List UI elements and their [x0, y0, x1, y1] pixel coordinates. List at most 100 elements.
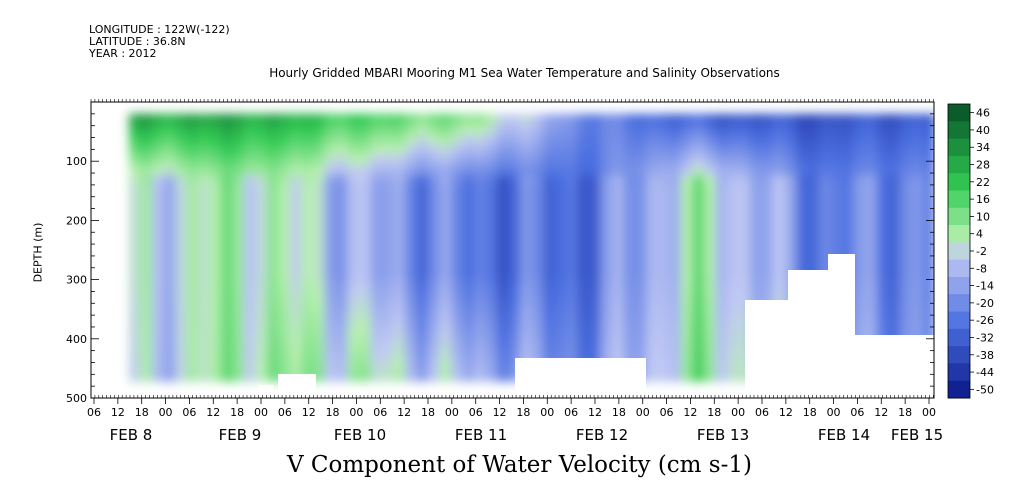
heatmap-cell [635, 113, 648, 126]
heatmap-cell [382, 144, 395, 157]
heatmap-cell [140, 216, 154, 228]
missing-data-region [278, 374, 316, 398]
heatmap-cell [290, 236, 303, 249]
heatmap-cell [462, 165, 476, 177]
heatmap-cell [589, 257, 602, 269]
heatmap-cell [393, 257, 407, 269]
heatmap-cell [347, 277, 361, 290]
heatmap-cell [451, 113, 464, 126]
y-tick-label: 400 [66, 333, 87, 346]
heatmap-cell [140, 206, 154, 218]
heatmap-cell [497, 185, 510, 198]
heatmap-cell [566, 329, 579, 341]
heatmap-cell [658, 165, 671, 177]
heatmap-cell [485, 308, 499, 321]
heatmap-cell [531, 124, 545, 136]
heatmap-cell [784, 206, 798, 218]
y-tick-label: 100 [66, 155, 87, 168]
heatmap-cell [543, 247, 556, 259]
heatmap-cell [543, 277, 556, 290]
heatmap-cell [600, 318, 614, 331]
heatmap-cell [531, 288, 545, 300]
heatmap-cell [152, 349, 165, 362]
heatmap-cell [554, 216, 568, 228]
heatmap-cell [727, 277, 740, 290]
heatmap-cell [508, 144, 522, 157]
heatmap-cell [232, 236, 246, 249]
heatmap-cell [175, 329, 188, 341]
heatmap-cell [635, 308, 648, 321]
heatmap-cell [853, 124, 867, 136]
heatmap-cell [727, 257, 740, 269]
heatmap-cell [370, 277, 384, 290]
heatmap-cell [359, 124, 372, 136]
heatmap-cell [543, 308, 556, 321]
heatmap-cell [715, 144, 729, 157]
heatmap-cell [451, 206, 464, 218]
heatmap-cell [520, 185, 533, 198]
heatmap-cell [255, 154, 269, 167]
heatmap-cell [807, 113, 821, 126]
heatmap-cell [784, 216, 798, 228]
heatmap-cell [497, 349, 510, 362]
heatmap-cell [566, 257, 579, 269]
heatmap-cell [911, 134, 924, 146]
heatmap-cell [278, 226, 292, 239]
heatmap-cell [819, 257, 832, 269]
heatmap-cell [589, 308, 602, 321]
heatmap-cell [474, 370, 487, 382]
heatmap-cell [899, 288, 913, 300]
heatmap-cell [140, 267, 154, 280]
heatmap-cell [439, 267, 453, 280]
heatmap-cell [865, 185, 878, 198]
heatmap-cell [669, 370, 683, 382]
heatmap-cell [370, 195, 384, 208]
heatmap-cell [278, 318, 292, 331]
heatmap-cell [451, 185, 464, 198]
colorbar-swatch [948, 173, 970, 191]
heatmap-cell [865, 113, 878, 126]
heatmap-cell [324, 216, 338, 228]
heatmap-cell [899, 185, 913, 198]
heatmap-cell [255, 144, 269, 157]
heatmap-cell [244, 288, 257, 300]
heatmap-cell [198, 195, 211, 208]
heatmap-cell [819, 134, 832, 146]
x-hour-tick-label: 06 [373, 406, 387, 419]
heatmap-cell [589, 226, 602, 239]
heatmap-cell [439, 236, 453, 249]
heatmap-cell [336, 257, 349, 269]
heatmap-cell [324, 359, 338, 372]
heatmap-cell [451, 247, 464, 259]
heatmap-cell [658, 124, 671, 136]
heatmap-cell [175, 247, 188, 259]
heatmap-cell [428, 359, 441, 372]
heatmap-cell [175, 236, 188, 249]
heatmap-cell [405, 318, 418, 331]
heatmap-cell [359, 154, 372, 167]
heatmap-cell [370, 288, 384, 300]
heatmap-cell [865, 154, 878, 167]
heatmap-cell [209, 277, 223, 290]
heatmap-cell [290, 257, 303, 269]
heatmap-cell [485, 154, 499, 167]
heatmap-cell [209, 165, 223, 177]
heatmap-cell [198, 144, 211, 157]
heatmap-cell [807, 144, 821, 157]
heatmap-cell [267, 195, 280, 208]
heatmap-cell [819, 124, 832, 136]
heatmap-cell [324, 144, 338, 157]
heatmap-cell [267, 359, 280, 372]
heatmap-cell [876, 185, 890, 198]
colorbar-label: -32 [976, 331, 994, 344]
heatmap-cell [221, 185, 234, 198]
heatmap-cell [267, 308, 280, 321]
heatmap-cell [416, 349, 430, 362]
x-hour-tick-label: 00 [731, 406, 745, 419]
heatmap-cell [416, 154, 430, 167]
heatmap-cell [520, 308, 533, 321]
heatmap-cell [888, 267, 901, 280]
heatmap-cell [566, 236, 579, 249]
heatmap-cell [278, 144, 292, 157]
